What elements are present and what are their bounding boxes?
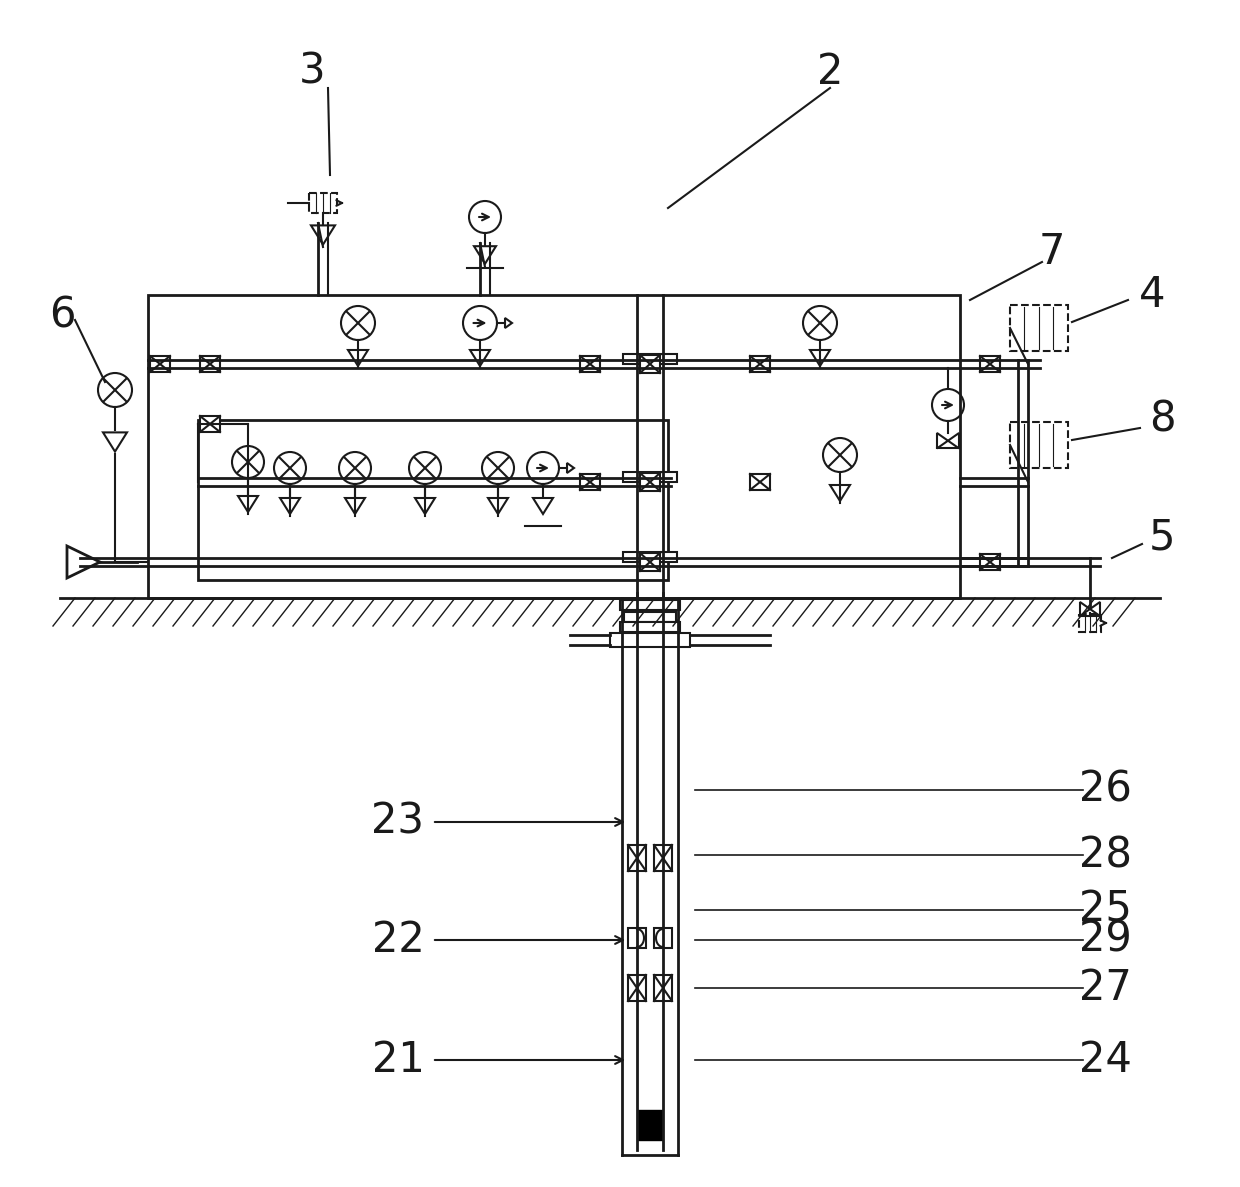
Bar bbox=[750, 474, 770, 490]
Polygon shape bbox=[533, 499, 553, 514]
Text: 7: 7 bbox=[1039, 231, 1065, 273]
Text: 28: 28 bbox=[1079, 834, 1131, 876]
Bar bbox=[640, 553, 660, 571]
Bar bbox=[620, 622, 680, 631]
Text: 25: 25 bbox=[1079, 889, 1131, 931]
Polygon shape bbox=[470, 350, 490, 366]
Text: 2: 2 bbox=[817, 51, 843, 93]
Polygon shape bbox=[810, 350, 830, 366]
Bar bbox=[624, 612, 676, 622]
Text: 4: 4 bbox=[1138, 274, 1166, 316]
Text: 21: 21 bbox=[372, 1039, 424, 1081]
Bar bbox=[640, 472, 660, 491]
Polygon shape bbox=[830, 485, 849, 501]
Bar bbox=[200, 356, 219, 372]
Bar bbox=[620, 599, 680, 610]
Bar bbox=[150, 356, 170, 372]
Polygon shape bbox=[1080, 602, 1090, 616]
Bar bbox=[980, 356, 999, 372]
Bar bbox=[750, 356, 770, 372]
Bar bbox=[653, 845, 672, 871]
Text: 23: 23 bbox=[372, 801, 424, 843]
Bar bbox=[1079, 614, 1101, 631]
Polygon shape bbox=[238, 496, 258, 512]
Bar bbox=[580, 356, 600, 372]
Bar bbox=[640, 355, 660, 373]
Bar bbox=[980, 554, 999, 570]
Text: 5: 5 bbox=[1148, 518, 1176, 559]
Bar bbox=[653, 975, 672, 1001]
Bar bbox=[622, 472, 677, 482]
Polygon shape bbox=[103, 432, 126, 451]
Bar bbox=[639, 1110, 662, 1140]
Bar bbox=[610, 633, 689, 647]
Text: 27: 27 bbox=[1079, 967, 1131, 1009]
Polygon shape bbox=[1090, 602, 1100, 616]
Bar bbox=[198, 420, 668, 580]
Text: 3: 3 bbox=[299, 51, 325, 93]
Bar bbox=[653, 928, 672, 948]
Bar bbox=[580, 474, 600, 490]
Text: 26: 26 bbox=[1079, 769, 1131, 811]
Bar bbox=[309, 193, 337, 212]
Polygon shape bbox=[348, 350, 368, 366]
Polygon shape bbox=[937, 433, 949, 449]
Bar bbox=[1011, 423, 1068, 468]
Bar bbox=[200, 415, 219, 432]
Bar bbox=[148, 296, 960, 598]
Polygon shape bbox=[474, 246, 496, 264]
Bar bbox=[627, 845, 646, 871]
Text: 8: 8 bbox=[1148, 399, 1176, 442]
Text: 29: 29 bbox=[1079, 919, 1131, 961]
Polygon shape bbox=[949, 433, 959, 449]
Bar bbox=[627, 975, 646, 1001]
Polygon shape bbox=[415, 499, 435, 514]
Polygon shape bbox=[345, 499, 365, 514]
Polygon shape bbox=[311, 226, 335, 245]
Bar bbox=[622, 354, 677, 364]
Bar bbox=[627, 928, 646, 948]
Bar bbox=[1011, 305, 1068, 351]
Text: 6: 6 bbox=[48, 294, 76, 336]
Polygon shape bbox=[280, 499, 300, 514]
Text: 22: 22 bbox=[372, 919, 424, 961]
Text: 24: 24 bbox=[1079, 1039, 1131, 1081]
Bar bbox=[622, 552, 677, 561]
Polygon shape bbox=[489, 499, 508, 514]
